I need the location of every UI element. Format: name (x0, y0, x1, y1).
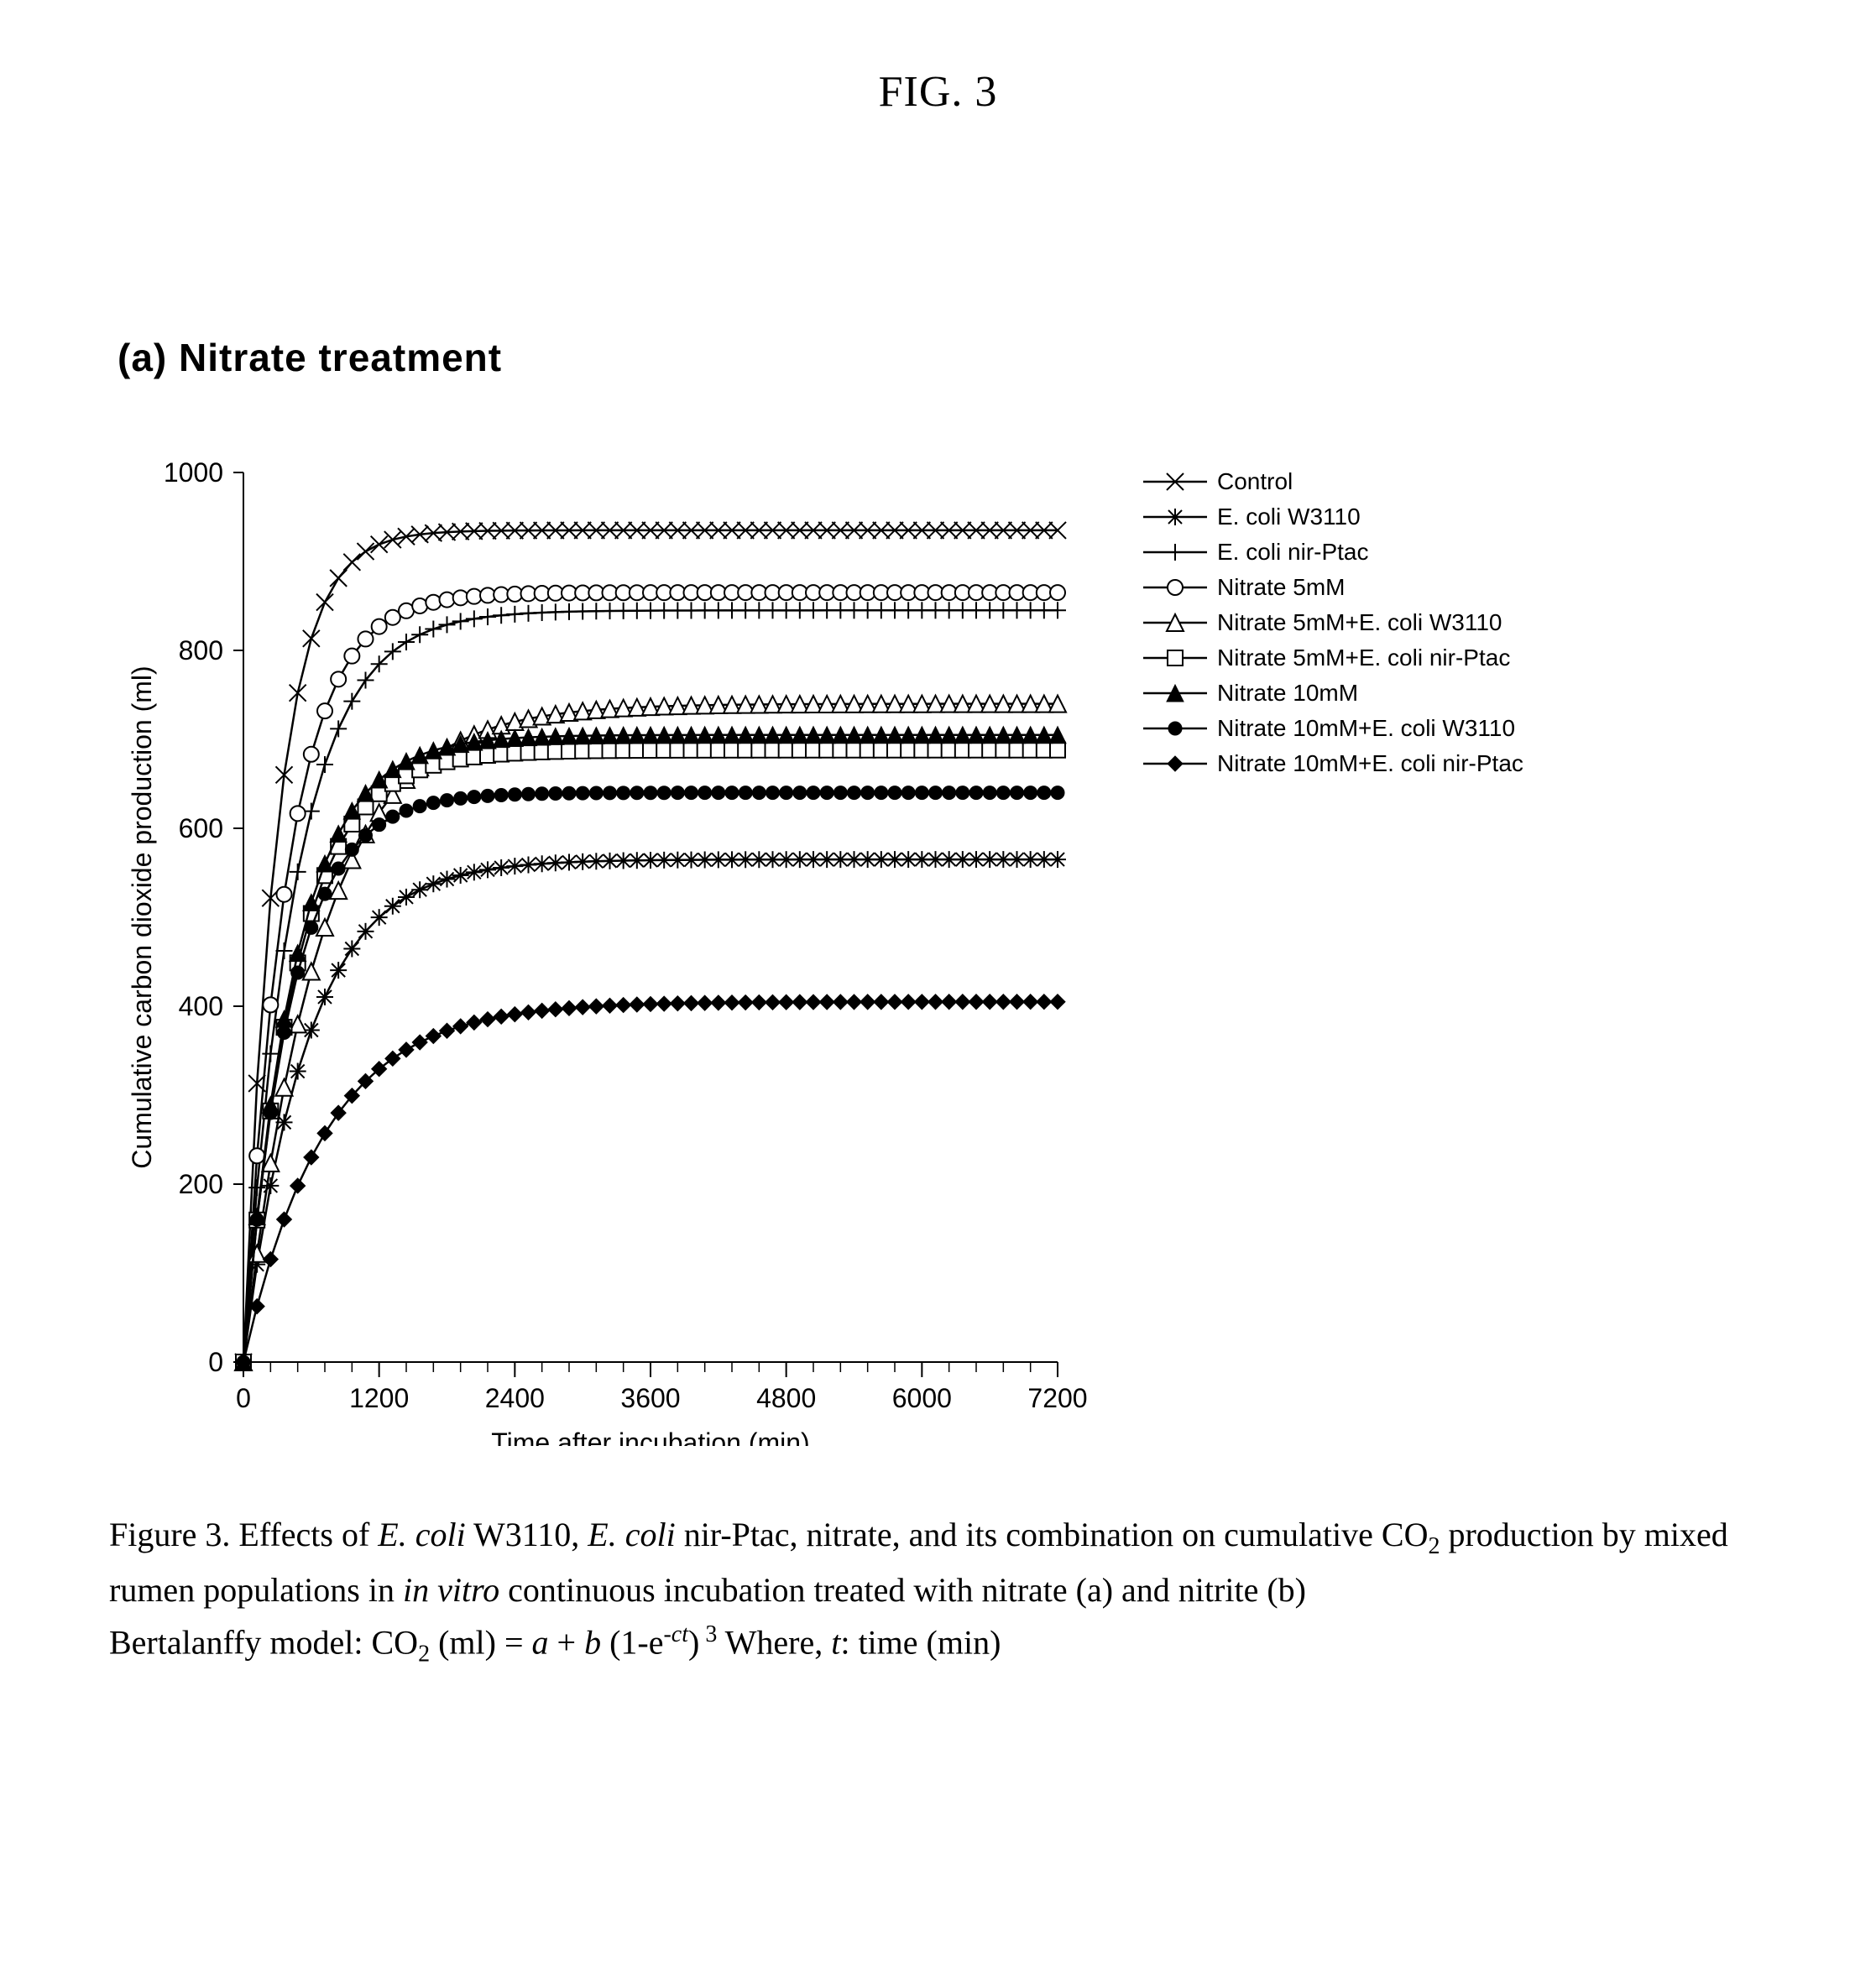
caption-subscript: 2 (1428, 1533, 1440, 1559)
svg-text:3600: 3600 (620, 1383, 680, 1413)
legend-label: Nitrate 10mM (1217, 680, 1358, 707)
svg-text:6000: 6000 (892, 1383, 952, 1413)
figure-caption: Figure 3. Effects of E. coli W3110, E. c… (109, 1509, 1771, 1673)
legend-item-w3110: E. coli W3110 (1142, 499, 1523, 535)
series-no3_10_n (236, 994, 1065, 1370)
caption-subscript: 2 (418, 1642, 430, 1668)
svg-text:0: 0 (236, 1383, 251, 1413)
legend-label: Control (1217, 468, 1293, 495)
legend-item-no3_5: Nitrate 5mM (1142, 570, 1523, 605)
legend-label: E. coli nir-Ptac (1217, 539, 1369, 566)
caption-superscript: 3 (699, 1621, 717, 1647)
caption-italic: b (584, 1624, 601, 1662)
svg-text:1200: 1200 (349, 1383, 409, 1413)
legend-label: Nitrate 10mM+E. coli W3110 (1217, 715, 1515, 742)
legend-label: E. coli W3110 (1217, 504, 1361, 530)
caption-italic: E. coli (588, 1516, 675, 1553)
panel-label: (a) Nitrate treatment (118, 335, 1775, 380)
svg-text:Time after incubation (min): Time after incubation (min) (491, 1428, 809, 1446)
caption-text: nir-Ptac, nitrate, and its combination o… (676, 1516, 1429, 1553)
caption-text: W3110, (466, 1516, 588, 1553)
page: FIG. 3 (a) Nitrate treatment 0 200 400 600 8… (0, 0, 1876, 1973)
caption-italic: E. coli (378, 1516, 465, 1553)
legend-item-no3_5_w: Nitrate 5mM+E. coli W3110 (1142, 605, 1523, 640)
chart-container: 0 200 400 600 800 1000 0 1200 2400 3600 4800 6000 72… (101, 439, 1108, 1450)
caption-text: Where, (717, 1624, 831, 1662)
caption-italic: in vitro (403, 1571, 499, 1609)
figure-number: FIG. 3 (101, 67, 1775, 117)
chart-row: 0 200 400 600 800 1000 0 1200 2400 3600 4800 6000 72… (101, 439, 1775, 1450)
legend-label: Nitrate 5mM+E. coli W3110 (1217, 609, 1502, 636)
caption-line-1: Figure 3. Effects of E. coli W3110, E. c… (109, 1509, 1771, 1616)
legend-item-no3_10_w: Nitrate 10mM+E. coli W3110 (1142, 711, 1523, 746)
svg-text:4800: 4800 (756, 1383, 816, 1413)
svg-text:200: 200 (179, 1169, 223, 1199)
series-nirptac (235, 602, 1066, 1370)
caption-text: continuous incubation treated with nitra… (499, 1571, 1306, 1609)
caption-text: ) (688, 1624, 699, 1662)
caption-italic: t (831, 1624, 840, 1662)
legend-label: Nitrate 5mM (1217, 574, 1345, 601)
legend-label: Nitrate 10mM+E. coli nir-Ptac (1217, 750, 1523, 777)
series-no3_10_w (237, 786, 1064, 1369)
series-control (235, 522, 1066, 1370)
caption-text: Figure 3. Effects of (109, 1516, 378, 1553)
caption-text: : time (min) (840, 1624, 1001, 1662)
svg-text:Cumulative carbon dioxide prod: Cumulative carbon dioxide production (ml… (127, 665, 157, 1168)
svg-text:1000: 1000 (164, 457, 223, 488)
svg-text:400: 400 (179, 991, 223, 1021)
caption-text: (1-e (601, 1624, 663, 1662)
series-w3110 (235, 851, 1066, 1370)
legend-label: Nitrate 5mM+E. coli nir-Ptac (1217, 645, 1510, 671)
legend-item-no3_10_n: Nitrate 10mM+E. coli nir-Ptac (1142, 746, 1523, 781)
legend-item-control: Control (1142, 464, 1523, 499)
co2-line-chart: 0 200 400 600 800 1000 0 1200 2400 3600 4800 6000 72… (101, 439, 1108, 1446)
legend-item-nirptac: E. coli nir-Ptac (1142, 535, 1523, 570)
svg-text:0: 0 (208, 1347, 223, 1377)
caption-line-2: Bertalanffy model: CO2 (ml) = a + b (1-e… (109, 1616, 1771, 1673)
legend: Control E. coli W3110 E. coli nir-Ptac Nitr… (1142, 464, 1523, 781)
legend-item-no3_5_n: Nitrate 5mM+E. coli nir-Ptac (1142, 640, 1523, 676)
legend-item-no3_10: Nitrate 10mM (1142, 676, 1523, 711)
caption-superscript: -ct (663, 1621, 688, 1647)
caption-text: Bertalanffy model: CO (109, 1624, 418, 1662)
caption-text: (ml) = (430, 1624, 531, 1662)
svg-text:2400: 2400 (485, 1383, 545, 1413)
svg-text:600: 600 (179, 813, 223, 843)
caption-text: + (549, 1624, 585, 1662)
caption-italic: a (532, 1624, 549, 1662)
svg-text:800: 800 (179, 635, 223, 665)
svg-text:7200: 7200 (1027, 1383, 1087, 1413)
